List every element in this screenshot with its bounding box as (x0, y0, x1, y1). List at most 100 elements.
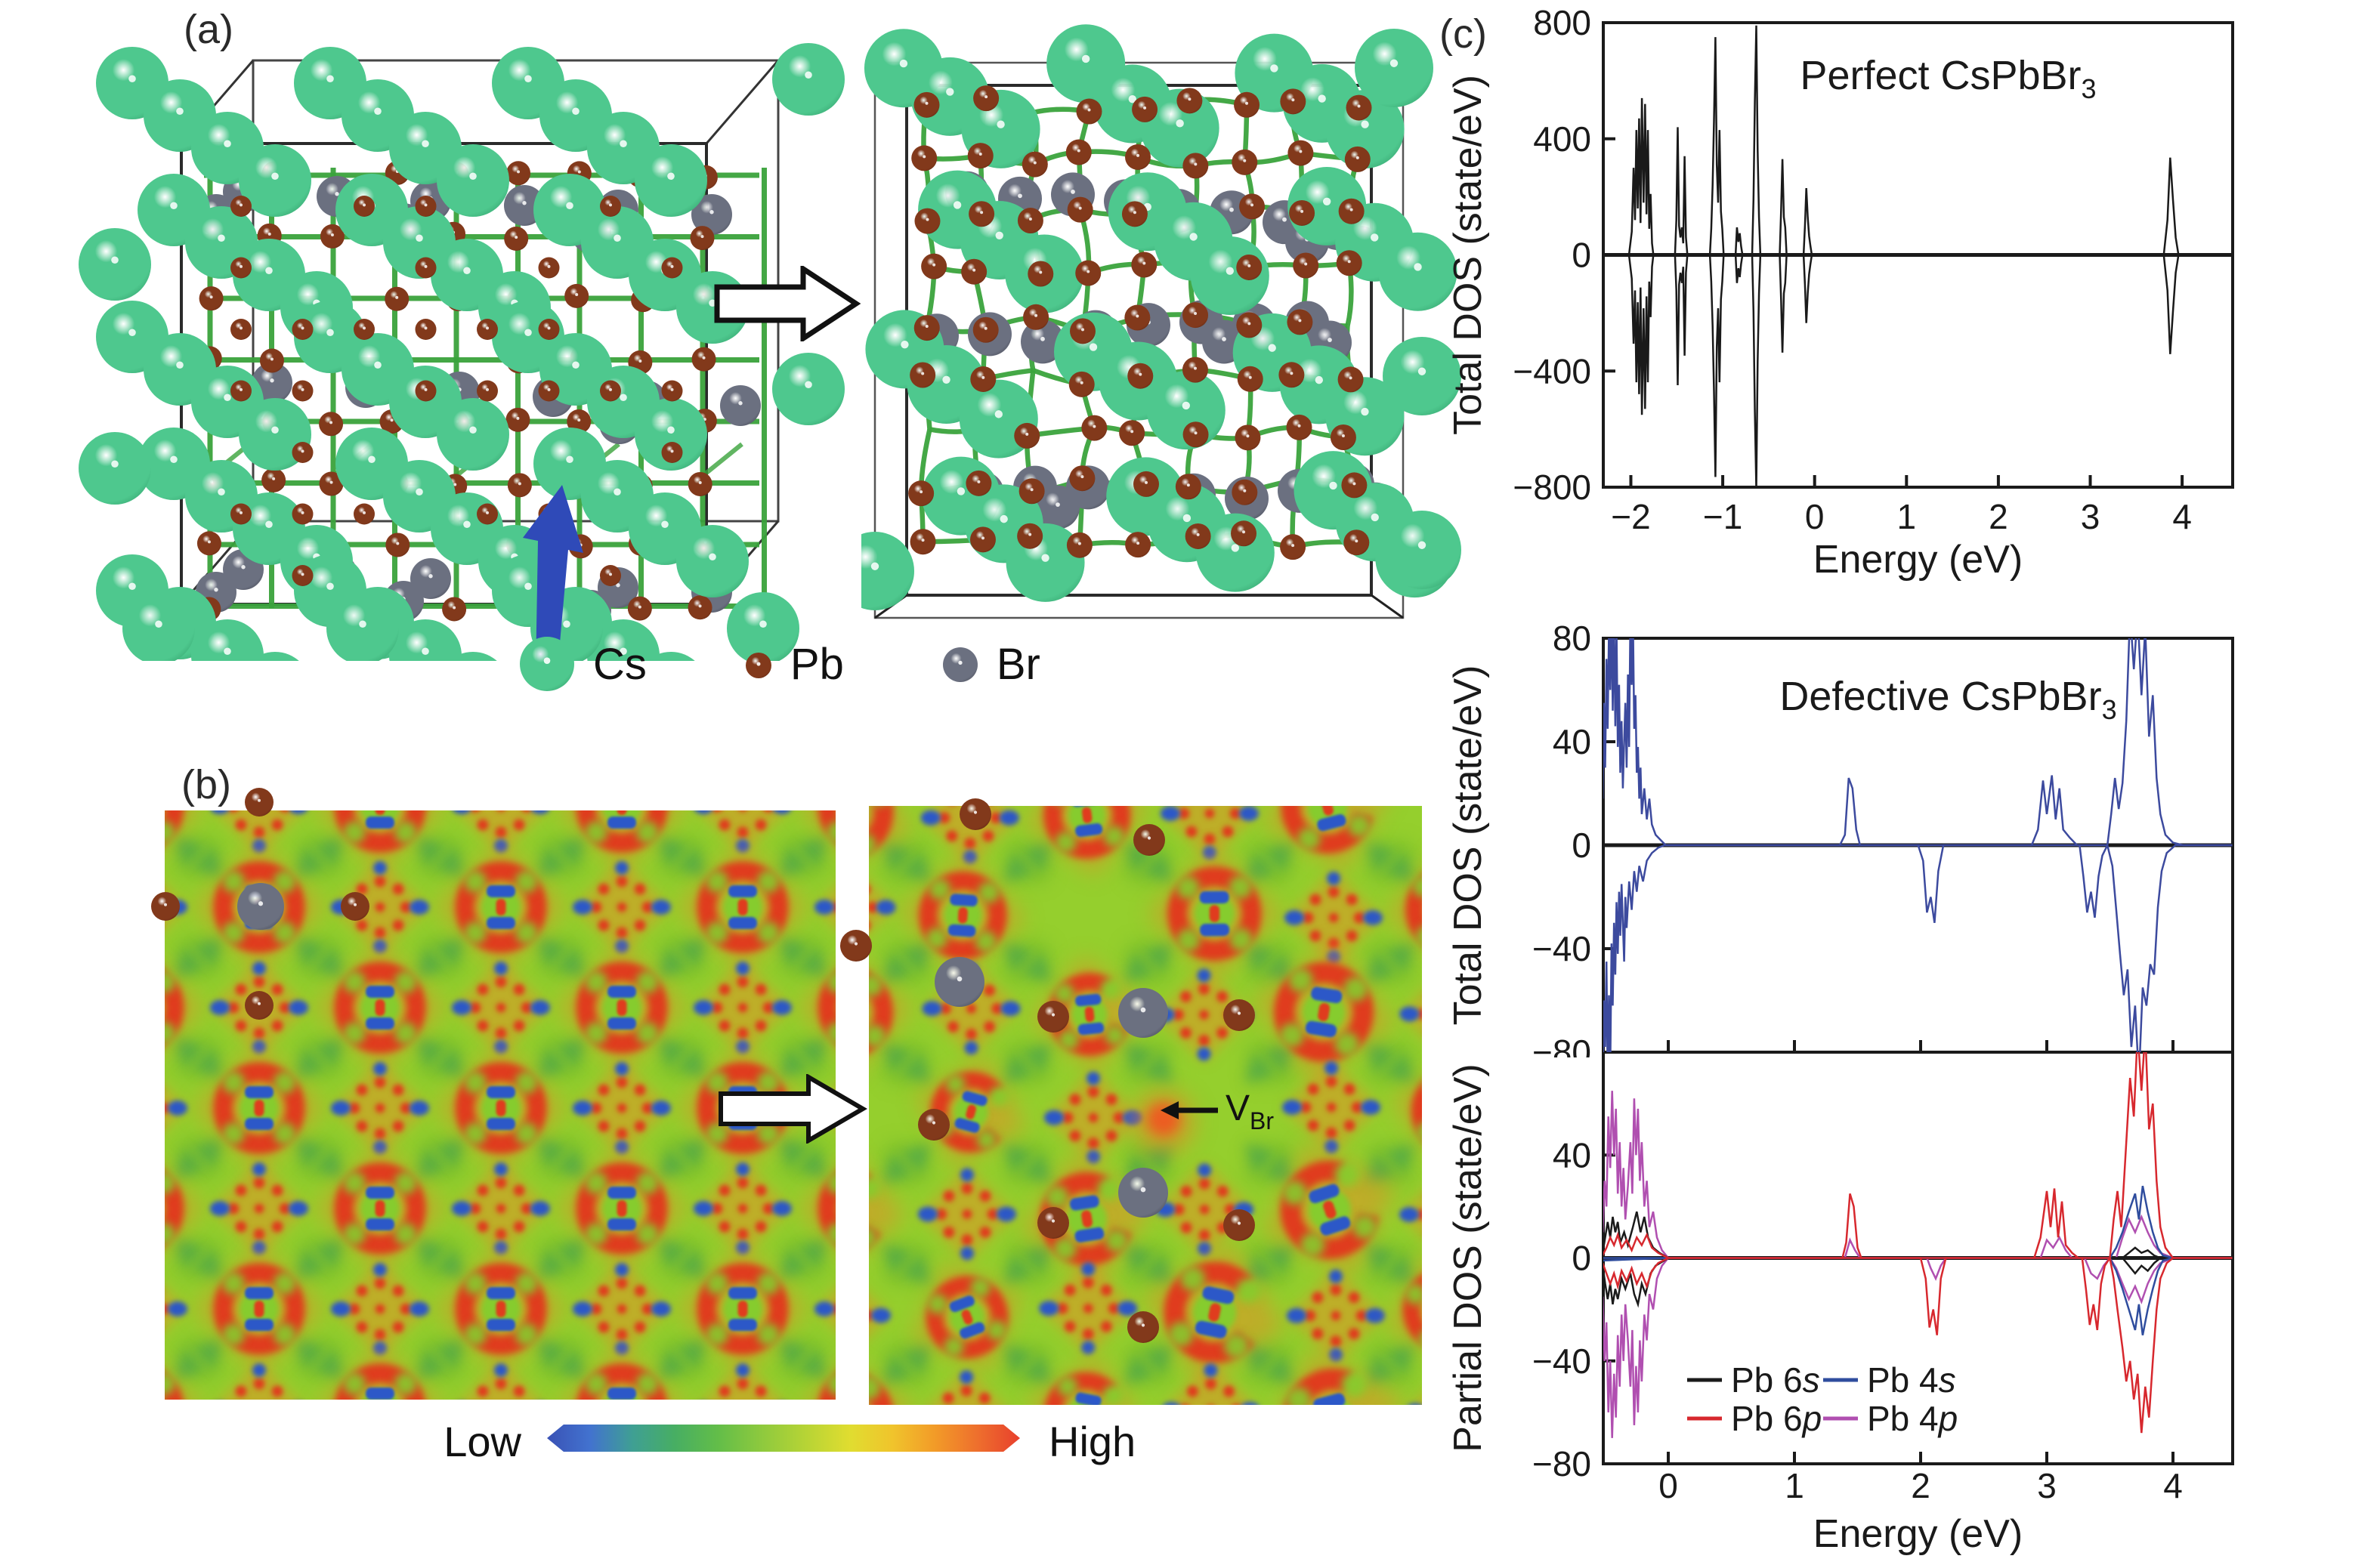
legend-label: Pb 6p (1731, 1399, 1822, 1438)
pb-atom (1232, 480, 1257, 505)
pb-atom (1176, 474, 1201, 499)
pb-atom (840, 930, 872, 962)
crystal-structure-defective (861, 21, 1462, 629)
pb-atom (1278, 362, 1304, 387)
y-tick-label: 0 (1572, 826, 1591, 865)
transform-arrow-a (714, 266, 861, 341)
pb-atom (1338, 366, 1364, 392)
cs-atom (676, 525, 749, 597)
x-tick-label: 3 (2037, 1466, 2057, 1505)
pb-atom (1125, 144, 1151, 170)
x-tick-label: 2 (1911, 1466, 1930, 1505)
pb-atom (1239, 193, 1265, 219)
pb-atom (1023, 304, 1049, 330)
pb-atom (1070, 318, 1096, 344)
y-tick-label: 40 (1553, 1135, 1591, 1175)
pb-atom (1235, 424, 1260, 450)
y-tick-label: 0 (1572, 1239, 1591, 1278)
cs-atom (437, 398, 509, 471)
br-atom (1118, 1168, 1168, 1218)
pb-atom (1182, 153, 1208, 178)
pb-atom (1346, 95, 1372, 121)
y-axis-label: Partial DOS (state/eV) (1446, 1063, 1490, 1452)
legend-label: Pb 4s (1867, 1360, 1956, 1400)
y-axis-label: Total DOS (state/eV) (1446, 75, 1490, 435)
pb-atom (968, 143, 994, 168)
pb-atom (1068, 197, 1093, 223)
y-axis-label: Total DOS (state/eV) (1446, 665, 1490, 1026)
br-atom (237, 883, 284, 930)
pb-atom (911, 145, 937, 171)
cs-atom (79, 432, 151, 505)
pb-atom (1236, 255, 1262, 280)
pb-atom (1182, 302, 1208, 328)
pb-atom (1280, 534, 1306, 560)
y-tick-label: 400 (1533, 119, 1591, 159)
x-tick-label: 1 (1785, 1466, 1804, 1505)
colorbar-low-label: Low (408, 1417, 521, 1466)
x-tick-label: 1 (1897, 497, 1917, 536)
pb-atom (918, 1109, 950, 1141)
dos-curve-pb-4s (1603, 1186, 2232, 1258)
pb-atom (973, 85, 999, 111)
atom-legend-label: Cs (593, 639, 647, 690)
pb-atom (1066, 140, 1092, 165)
pb-atom (960, 798, 991, 830)
pb-atom (914, 92, 940, 118)
pb-atom (1287, 309, 1312, 335)
pb-atom (1287, 415, 1312, 440)
cs-atom (1355, 29, 1433, 107)
pb-atom (245, 788, 274, 816)
pb-atom (973, 317, 999, 343)
x-tick-label: 0 (1805, 497, 1825, 536)
pb-atom (1069, 465, 1095, 491)
atom-legend-item-br: Br (941, 633, 1040, 695)
pb-atom (1122, 201, 1148, 227)
br-atom (935, 957, 984, 1007)
atom-legend-item-cs: Cs (518, 633, 647, 695)
pb-atom (969, 201, 994, 227)
cs-atom (772, 43, 845, 116)
br-atom (720, 385, 761, 426)
pb-atom (1343, 529, 1369, 555)
pb-atom (1037, 1207, 1069, 1239)
dos-curve-total-dos (1603, 613, 2232, 845)
dos-curve-total-dos-down (1629, 255, 2228, 489)
pb-atom (1234, 92, 1260, 118)
pb-atom (1022, 152, 1048, 178)
pb-atom (1293, 253, 1318, 279)
pb-atom (1331, 424, 1356, 450)
pb-atom (341, 892, 369, 921)
pb-atom (1133, 824, 1165, 856)
colorbar-high-label: High (1049, 1417, 1136, 1466)
pb-atom (1028, 261, 1053, 286)
pb-atom (1131, 252, 1157, 277)
pb-atom (1182, 357, 1208, 383)
atom-legend-label: Pb (790, 639, 844, 690)
pb-atom (1236, 312, 1262, 338)
x-tick-label: −2 (1611, 497, 1650, 536)
y-tick-label: −80 (1532, 1444, 1591, 1483)
pb-atom (1014, 423, 1040, 449)
y-tick-label: 40 (1553, 722, 1591, 761)
cs-atom (772, 353, 845, 425)
pb-atom (1133, 471, 1159, 497)
pb-atom (1287, 140, 1313, 166)
vbr-main: V (1226, 1088, 1250, 1128)
pb-atom (1132, 97, 1158, 122)
pb-atom (1119, 420, 1145, 446)
pb-atom (1223, 1209, 1255, 1241)
pb-atom (1337, 250, 1362, 276)
pb-atom (1339, 199, 1365, 224)
legend-label: Pb 4p (1867, 1399, 1958, 1438)
pb-atom (1185, 523, 1211, 549)
pb-atom (1238, 366, 1263, 392)
pb-atom (1289, 200, 1315, 226)
y-tick-label: −400 (1513, 351, 1591, 390)
cs-atom (635, 144, 707, 217)
pb-atom (1127, 363, 1153, 389)
